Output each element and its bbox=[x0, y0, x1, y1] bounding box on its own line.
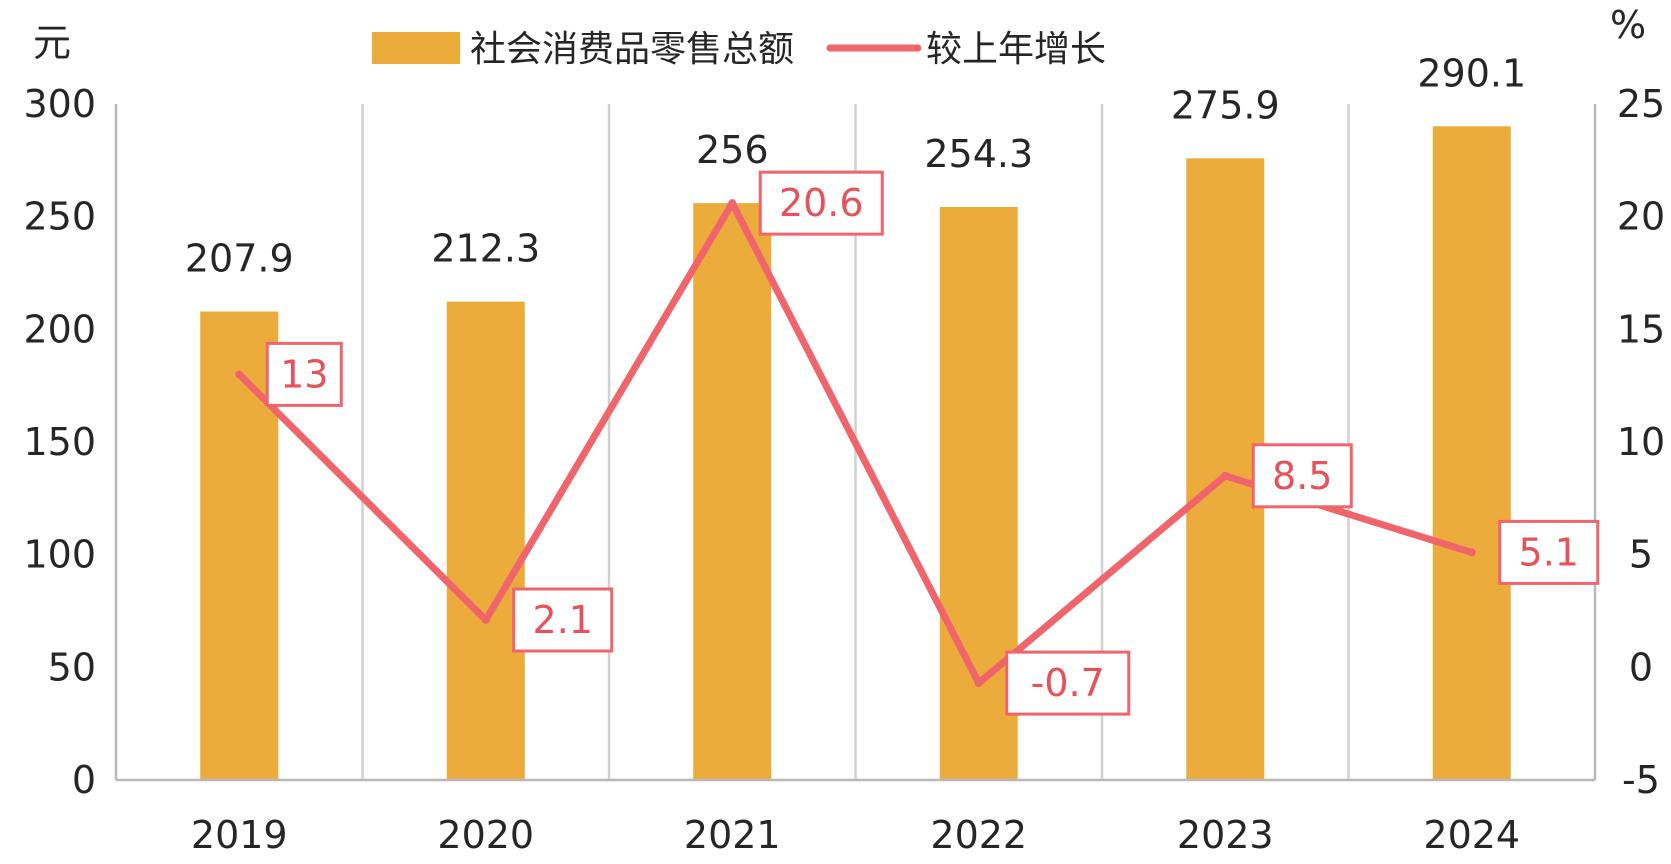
left-axis-tick-label: 300 bbox=[23, 82, 96, 126]
x-axis-tick-label: 2024 bbox=[1423, 813, 1520, 857]
growth-label-box bbox=[758, 170, 884, 236]
legend-bar-swatch bbox=[372, 32, 460, 64]
x-axis-tick-label: 2023 bbox=[1177, 813, 1274, 857]
bar bbox=[1186, 158, 1265, 781]
x-axis-tick-label: 2020 bbox=[437, 813, 534, 857]
growth-value-label: 5.1 bbox=[1519, 530, 1579, 574]
right-axis-tick-label: 5 bbox=[1629, 533, 1653, 577]
growth-value-label: 13 bbox=[280, 352, 328, 396]
growth-point bbox=[1467, 548, 1476, 557]
growth-point bbox=[974, 679, 983, 688]
growth-value-label: 8.5 bbox=[1272, 454, 1332, 498]
axes: 0 50 100 150 200 250 300 -5 0 5 10 15 20 25 2019 2020 20… bbox=[23, 82, 1665, 857]
growth-label-box bbox=[265, 341, 343, 407]
right-axis-tick-label: 15 bbox=[1617, 307, 1665, 351]
growth-value-label: -0.7 bbox=[1031, 661, 1105, 705]
bar bbox=[693, 203, 772, 780]
bar bbox=[446, 301, 525, 780]
right-axis-tick-label: -5 bbox=[1622, 758, 1660, 802]
data-labels: 207.9 212.3 256 254.3 275.9 290.1 13 2.1 20.6 -0.… bbox=[185, 51, 1600, 716]
right-axis-tick-label: 25 bbox=[1617, 82, 1665, 126]
right-axis-tick-label: 20 bbox=[1617, 195, 1665, 239]
x-axis-tick-label: 2022 bbox=[930, 813, 1027, 857]
bar bbox=[200, 311, 279, 780]
growth-label-box bbox=[1498, 519, 1600, 585]
left-axis-tick-label: 150 bbox=[23, 420, 96, 464]
bar-value-label: 254.3 bbox=[924, 132, 1033, 176]
x-axis-tick-label: 2021 bbox=[684, 813, 781, 857]
growth-label-box bbox=[1005, 650, 1131, 716]
left-axis-tick-label: 250 bbox=[23, 195, 96, 239]
growth-point bbox=[1221, 471, 1230, 480]
legend-line-label: 较上年增长 bbox=[926, 29, 1106, 70]
left-axis-unit: 元 bbox=[33, 21, 71, 65]
growth-point bbox=[728, 199, 737, 208]
right-axis-tick-label: 0 bbox=[1629, 645, 1653, 689]
bar-value-label: 256 bbox=[696, 128, 769, 172]
growth-label-box bbox=[512, 587, 614, 653]
bar-value-label: 290.1 bbox=[1417, 51, 1526, 95]
legend: 社会消费品零售总额 较上年增长 bbox=[372, 29, 1106, 70]
bar-value-label: 212.3 bbox=[431, 227, 540, 271]
growth-point bbox=[481, 616, 490, 625]
left-axis-tick-label: 50 bbox=[48, 645, 96, 689]
growth-label-box bbox=[1251, 443, 1353, 509]
left-axis-tick-label: 0 bbox=[72, 758, 96, 802]
growth-point bbox=[235, 370, 244, 379]
right-axis-unit: % bbox=[1610, 3, 1646, 47]
left-axis-tick-label: 100 bbox=[23, 533, 96, 577]
right-axis-tick-label: 10 bbox=[1617, 420, 1665, 464]
left-axis-tick-label: 200 bbox=[23, 307, 96, 351]
bar-series bbox=[200, 126, 1511, 781]
x-axis-tick-label: 2019 bbox=[191, 813, 288, 857]
bar-value-label: 207.9 bbox=[185, 237, 294, 281]
legend-bar-label: 社会消费品零售总额 bbox=[470, 29, 794, 70]
growth-value-label: 20.6 bbox=[779, 181, 864, 225]
bar-value-label: 275.9 bbox=[1171, 83, 1280, 127]
bar bbox=[1432, 126, 1511, 781]
growth-value-label: 2.1 bbox=[533, 598, 593, 642]
